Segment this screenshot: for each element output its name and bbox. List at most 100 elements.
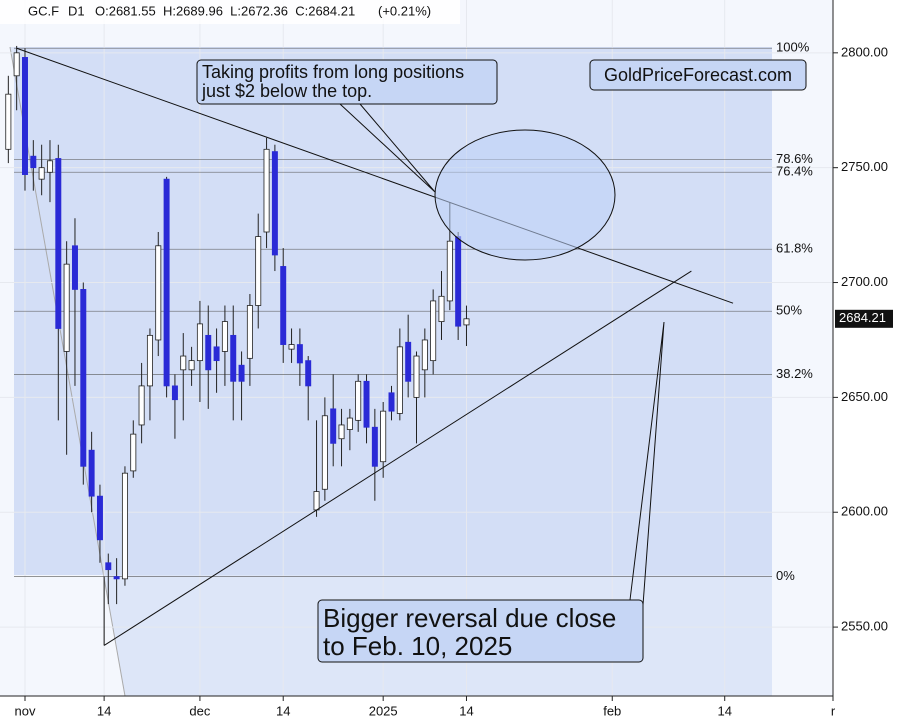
x-tick-label: 14 [97,703,111,718]
candle-body [121,472,128,580]
candle-body [330,408,337,444]
fib-edge [9,46,126,697]
fib-label: 100% [776,40,810,55]
candle-body [30,155,37,169]
candle-body [388,392,395,412]
candle-body [305,360,312,387]
callout-text: to Feb. 10, 2025 [323,631,512,661]
candle-body [405,341,412,382]
candle-body [63,263,70,352]
x-tick-label: nov [15,703,36,718]
candle-body [146,334,153,387]
highlight-ellipse [434,129,616,261]
x-tick-label: feb [603,703,621,718]
candle-body [155,245,162,341]
candles [5,45,470,605]
candle-body [263,148,270,233]
header-bg [0,0,460,24]
fib-label: 50% [776,303,802,318]
candle-body [38,167,45,180]
interval: D1 [68,3,85,18]
y-tick-label: 2750.00 [841,159,888,174]
candle-body [105,562,112,571]
fib-label: 78.6% [776,151,813,166]
trendline [16,47,734,304]
callout-box [196,59,498,105]
candle-body [205,334,212,371]
x-tick-label: 14 [717,703,731,718]
logo-box [589,59,807,91]
candle-body [288,344,295,350]
candle-body [446,240,453,302]
candle-body [413,355,420,398]
candle-body [238,364,245,382]
y-tick-label: 2700.00 [841,274,888,289]
candle-body [321,415,328,490]
y-tick-label: 2800.00 [841,44,888,59]
candle-body [355,380,362,421]
y-tick-label: 2650.00 [841,389,888,404]
fib-label: 61.8% [776,241,813,256]
candle-body [313,491,320,511]
callout-pointer [339,103,436,193]
change: (+0.21%) [378,3,431,18]
candle-body [163,178,170,387]
candle-body [363,380,370,428]
quote: O:2681.55 H:2689.96 L:2672.36 C:2684.21 [95,3,355,18]
candle-body [171,385,178,401]
candle-body [55,158,62,329]
candle-body [5,93,12,150]
candle-body [280,266,287,345]
candle-body [80,289,87,467]
candle-body [230,334,237,382]
candle-body [246,305,253,359]
candle-body [180,355,187,371]
candle-body [271,151,278,256]
candle-body [88,449,95,497]
fib-label: 0% [776,568,795,583]
x-tick-label: 14 [459,703,473,718]
callout-text: just $2 below the top. [201,81,372,101]
trendline [103,270,692,646]
candle-body [13,52,20,77]
candle-body [346,417,353,430]
fib-levels: 100% 78.6%76.4% 61.8% 50% 38.2% 0% [14,40,813,583]
candle-body [296,344,303,364]
candle-body [113,576,120,580]
candle-body [438,295,445,322]
candle-body [255,236,262,306]
x-tick-label: 14 [276,703,290,718]
candle-body [371,426,378,467]
candle-body [396,346,403,414]
callout-pointer [629,321,665,606]
callout-text: Taking profits from long positions [202,62,464,82]
candle-body [22,57,28,175]
candle-body [455,236,462,327]
candle-body [421,339,428,371]
candle-body [196,323,203,362]
candle-body [221,321,228,352]
fib-label: 76.4% [776,164,813,179]
candle-body [71,245,78,290]
callout-box [317,599,644,663]
candle-body [213,346,220,362]
last-price-label: 2684.21 [839,310,886,325]
x-tick-label: 2025 [369,703,398,718]
y-tick-label: 2550.00 [841,619,888,634]
candle-body [46,160,53,173]
candle-body [96,495,103,541]
candle-body [130,433,137,472]
logo: GoldPriceForecast.com [604,65,792,85]
axes: 2550.00 2600.00 2650.00 2700.00 2750.00 2800.… [15,44,893,718]
candle-body [463,318,470,326]
callout-text: Bigger reversal due close [323,603,616,633]
trendlines [16,47,734,646]
x-tick-label: dec [189,703,210,718]
candle-body [188,360,195,371]
candle-body [138,385,145,426]
candle-body [338,424,345,440]
x-tick-label: r [831,703,836,718]
fib-label: 38.2% [776,366,813,381]
